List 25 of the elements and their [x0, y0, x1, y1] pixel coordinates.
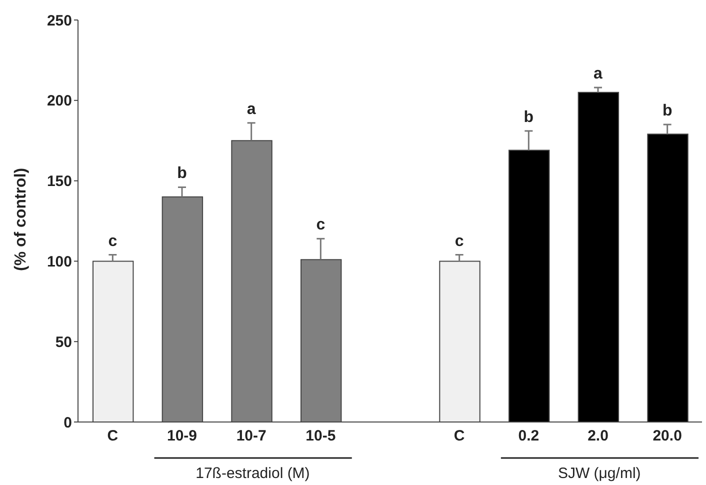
data-label: b	[177, 165, 188, 182]
x-tick-label: 10-9	[166, 428, 198, 445]
data-label: c	[108, 232, 118, 250]
y-tick-label: 200	[46, 92, 72, 110]
y-tick-label: 100	[46, 254, 72, 271]
data-label: b	[662, 102, 672, 120]
data-label: a	[246, 100, 256, 118]
y-tick-label: 250	[46, 12, 72, 30]
data-label: b	[524, 108, 534, 126]
data-label: c	[454, 232, 464, 250]
y-tick-label: 50	[55, 334, 72, 351]
data-label: a	[594, 66, 603, 83]
x-tick-label: C	[454, 428, 465, 445]
y-tick-label: 0	[64, 414, 72, 432]
y-axis-title: (% of control)	[12, 168, 30, 271]
text: SJW (μg/ml)	[558, 465, 641, 482]
x-tick-label: 20.0	[652, 428, 682, 445]
x-tick-label: 10-5	[306, 428, 336, 445]
text: 17ß-estradiol (M)	[196, 465, 310, 482]
x-tick-label: C	[107, 428, 118, 445]
x-tick-label: 10-7	[236, 428, 266, 445]
y-tick-label: 150	[46, 173, 72, 190]
x-tick-label: 2.0	[588, 428, 608, 445]
x-tick-label: 0.2	[518, 428, 540, 445]
data-label: c	[316, 216, 326, 234]
